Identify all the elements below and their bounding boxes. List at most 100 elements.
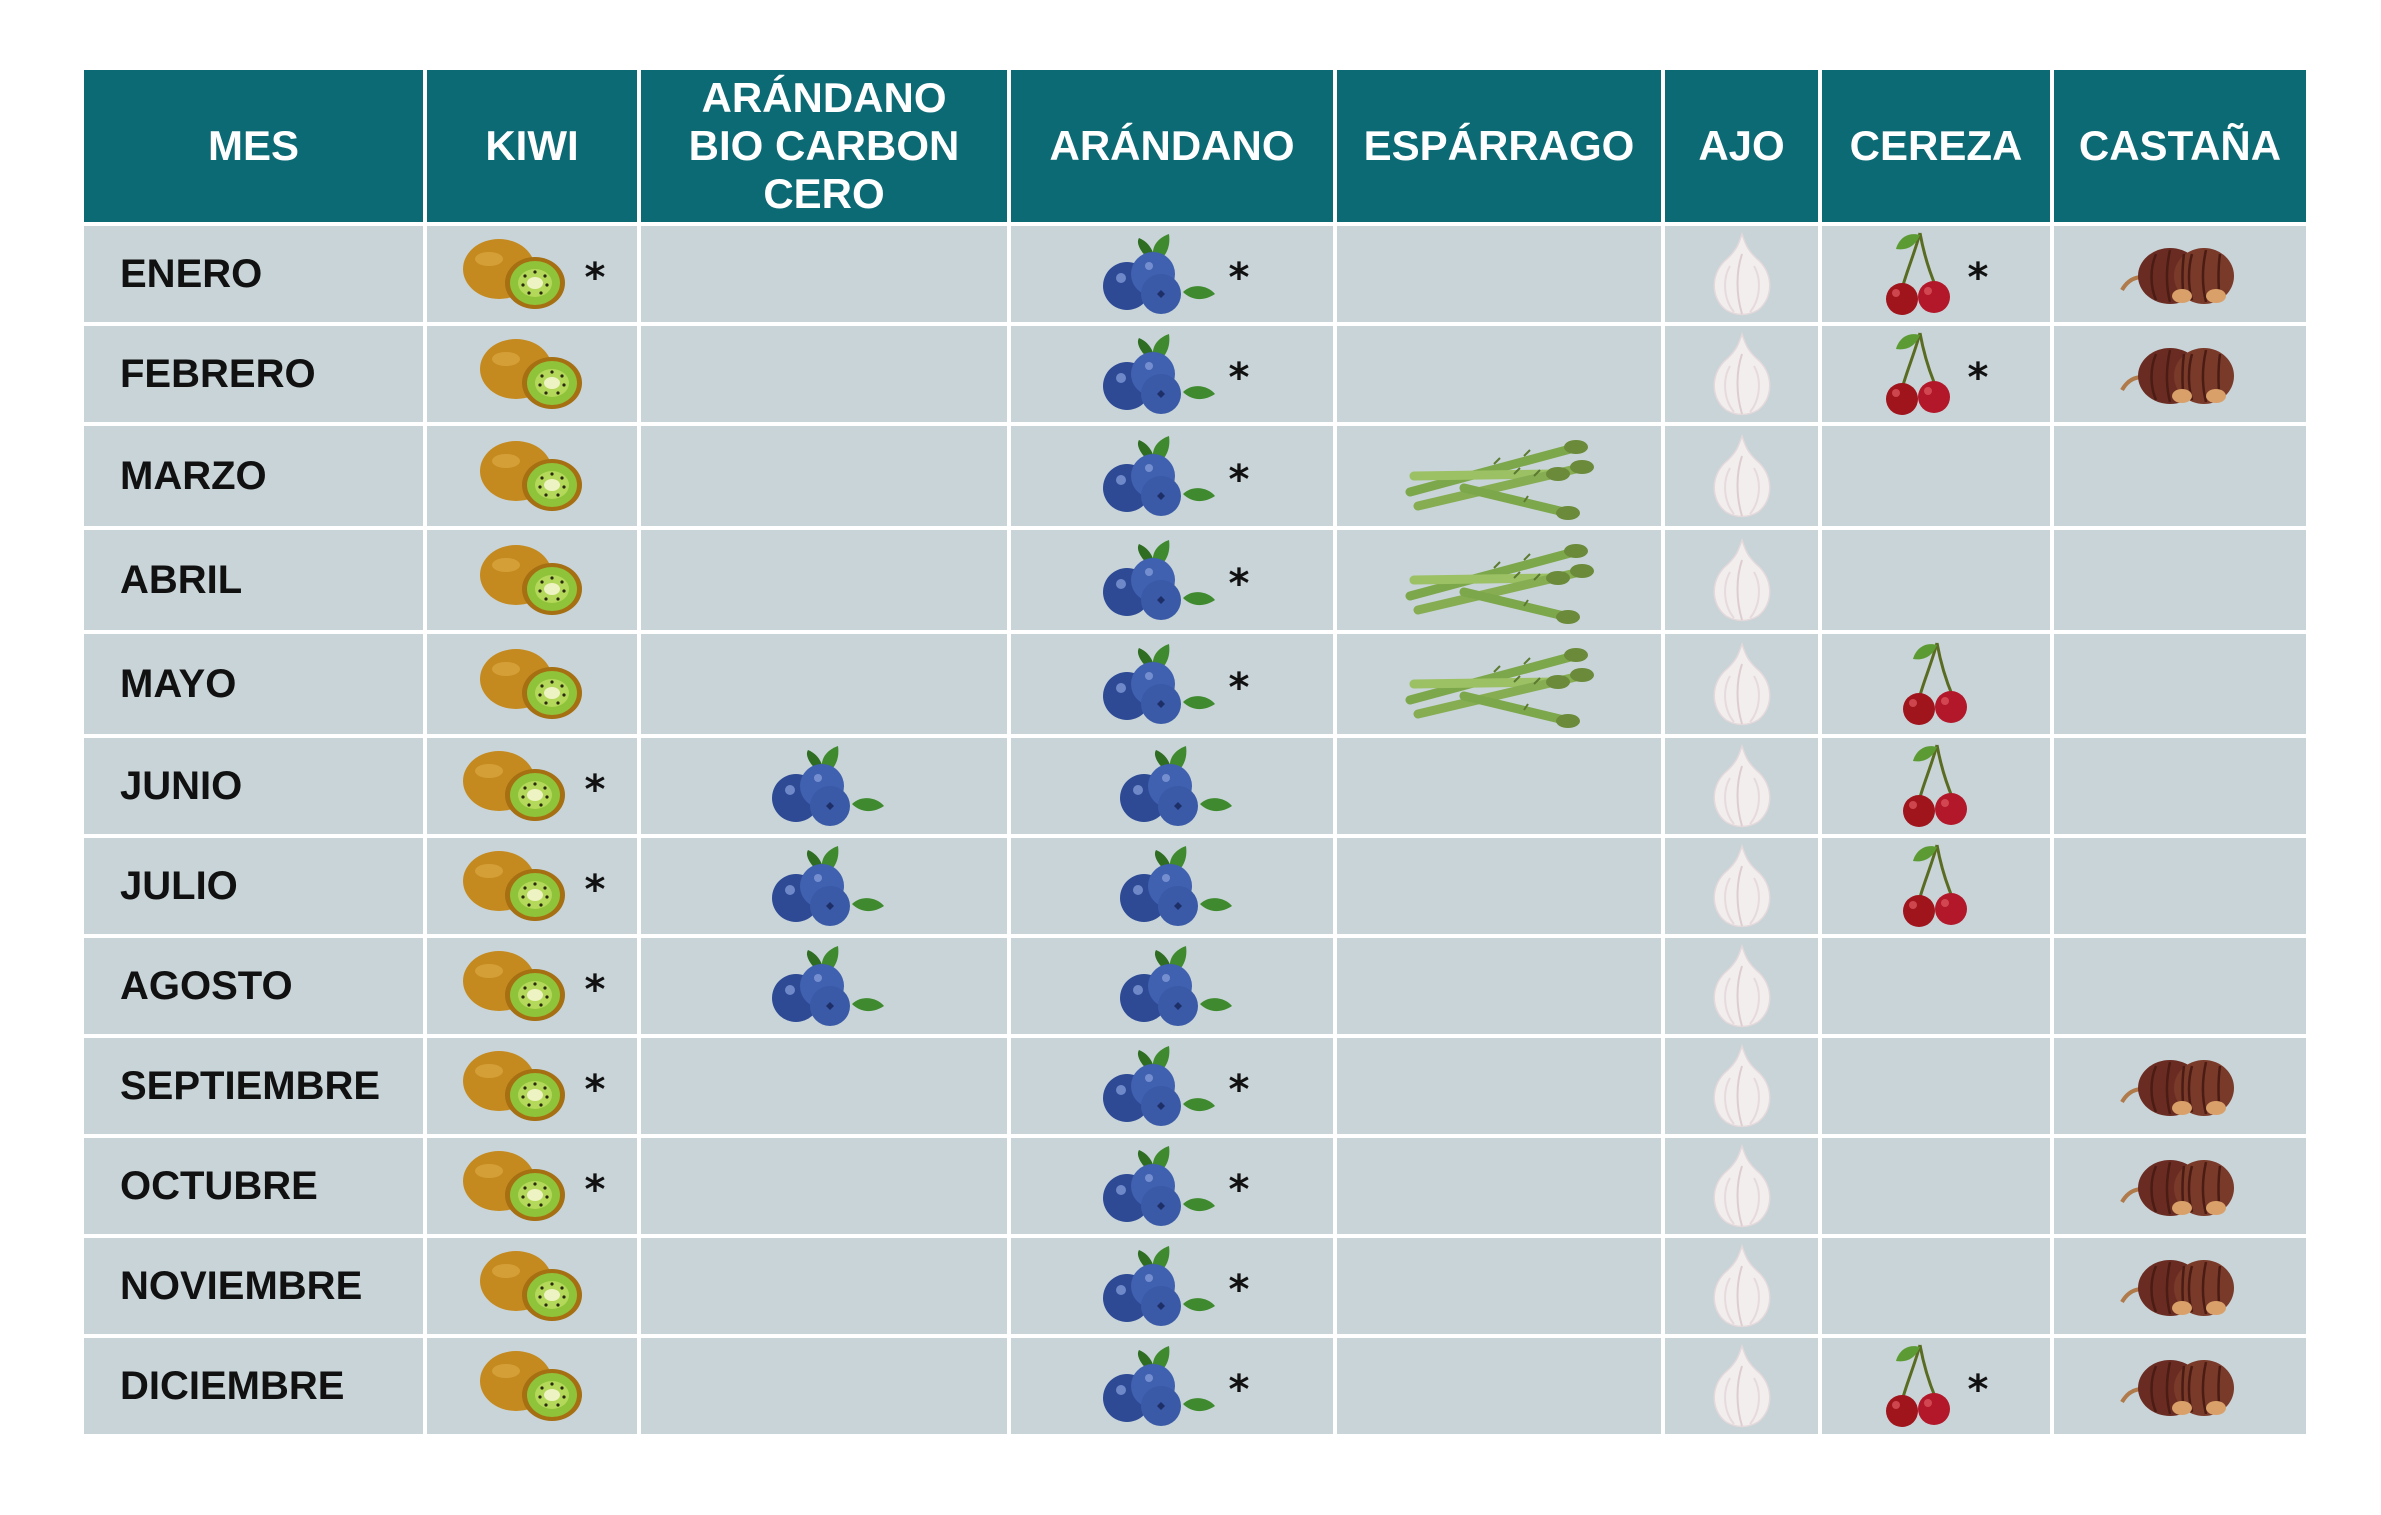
garlic-icon [1702,744,1782,828]
blueberry-icon [1095,1346,1215,1426]
cherry-icon [1901,639,1971,729]
cell-cherry [1822,634,2050,734]
cell-kiwi: * [427,226,637,322]
cell-blueberry [1011,938,1333,1034]
cell-chestnut [2054,634,2306,734]
cell-blueberry: * [1011,226,1333,322]
month-label: JULIO [84,838,423,934]
blueberry-icon [1095,234,1215,314]
asterisk-note: * [1228,665,1250,711]
month-label: FEBRERO [84,326,423,422]
cell-blueberry [1011,838,1333,934]
cell-chestnut [2054,938,2306,1034]
cell-chestnut [2054,1138,2306,1234]
blueberry-icon [1112,946,1232,1026]
asterisk-note: * [1228,355,1250,401]
cell-garlic [1665,426,1818,526]
asterisk-note: * [1967,355,1989,401]
cell-garlic [1665,226,1818,322]
kiwi-icon [459,947,571,1025]
cell-blueberry: * [1011,1338,1333,1434]
cell-cherry [1822,938,2050,1034]
asterisk-note: * [1228,255,1250,301]
header-asparagus: ESPÁRRAGO [1337,70,1661,222]
cell-chestnut [2054,1038,2306,1134]
table-row: DICIEMBRE * [84,1338,2306,1434]
blueberry-icon [1112,746,1232,826]
asterisk-note: * [584,1167,606,1213]
asterisk-note: * [1228,561,1250,607]
cell-blueberry-bio [641,938,1007,1034]
cell-kiwi [427,1338,637,1434]
asterisk-note: * [1228,1267,1250,1313]
cell-asparagus [1337,1238,1661,1334]
cell-asparagus [1337,426,1661,526]
garlic-icon [1702,642,1782,726]
cell-blueberry-bio [641,226,1007,322]
cell-blueberry-bio [641,838,1007,934]
table-row: JUNIO * [84,738,2306,834]
asterisk-note: * [584,967,606,1013]
asterisk-note: * [584,767,606,813]
cell-asparagus [1337,1038,1661,1134]
asterisk-note: * [1228,1367,1250,1413]
blueberry-icon [1095,644,1215,724]
chestnut-icon [2120,238,2240,310]
blueberry-icon [1095,436,1215,516]
cherry-icon [1884,329,1954,419]
cell-garlic [1665,326,1818,422]
cell-garlic [1665,1238,1818,1334]
cell-kiwi [427,326,637,422]
header-bio-blueberry: ARÁNDANO BIO CARBON CERO [641,70,1007,222]
kiwi-icon [459,1047,571,1125]
chestnut-icon [2120,1050,2240,1122]
chestnut-icon [2120,1350,2240,1422]
cell-garlic [1665,530,1818,630]
cell-kiwi [427,530,637,630]
cell-garlic [1665,738,1818,834]
cell-garlic [1665,1138,1818,1234]
blueberry-icon [764,746,884,826]
table-row: ENERO * * [84,226,2306,322]
cell-asparagus [1337,1138,1661,1234]
garlic-icon [1702,538,1782,622]
asterisk-note: * [1228,457,1250,503]
cell-asparagus [1337,1338,1661,1434]
cell-chestnut [2054,226,2306,322]
asparagus-icon [1404,634,1594,734]
cell-blueberry: * [1011,634,1333,734]
table-row: FEBRERO * [84,326,2306,422]
cherry-icon [1884,229,1954,319]
header-chestnut: CASTAÑA [2054,70,2306,222]
month-label: NOVIEMBRE [84,1238,423,1334]
asterisk-note: * [1967,255,1989,301]
cell-cherry: * [1822,326,2050,422]
cell-kiwi [427,634,637,734]
cell-garlic [1665,1338,1818,1434]
harvest-calendar-table: MES KIWI ARÁNDANO BIO CARBON CERO ARÁNDA… [80,66,2310,1438]
cell-blueberry-bio [641,738,1007,834]
cell-chestnut [2054,1338,2306,1434]
kiwi-icon [476,541,588,619]
garlic-icon [1702,1244,1782,1328]
header-blueberry: ARÁNDANO [1011,70,1333,222]
cell-chestnut [2054,326,2306,422]
cell-blueberry [1011,738,1333,834]
cell-blueberry-bio [641,426,1007,526]
cell-garlic [1665,938,1818,1034]
asterisk-note: * [1228,1067,1250,1113]
garlic-icon [1702,944,1782,1028]
table-row: ABRIL * [84,530,2306,630]
cell-cherry [1822,1038,2050,1134]
cell-blueberry-bio [641,634,1007,734]
cell-asparagus [1337,530,1661,630]
cell-kiwi: * [427,1038,637,1134]
cell-cherry [1822,1138,2050,1234]
blueberry-icon [1095,540,1215,620]
cell-asparagus [1337,226,1661,322]
month-label: ENERO [84,226,423,322]
cell-kiwi: * [427,1138,637,1234]
cell-blueberry: * [1011,1138,1333,1234]
asparagus-icon [1404,426,1594,526]
cell-cherry [1822,530,2050,630]
